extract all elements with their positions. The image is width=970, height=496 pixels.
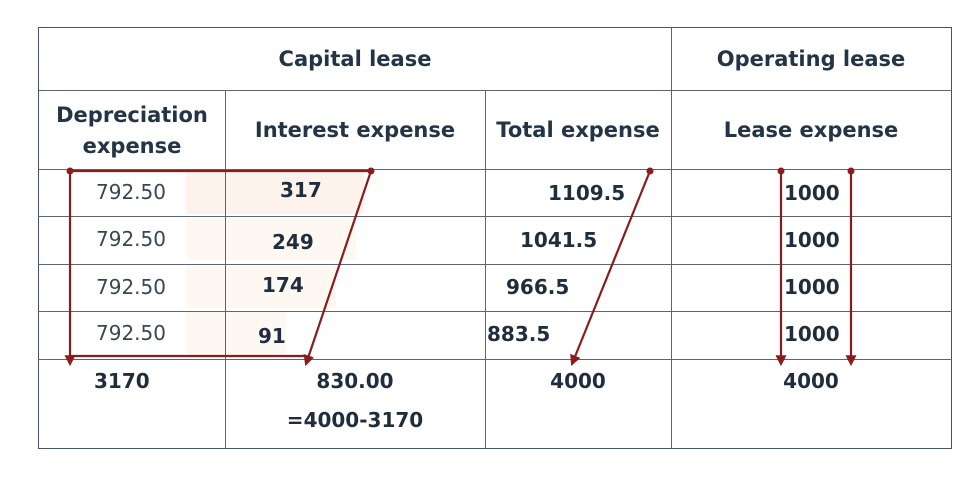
total-sum-arrow xyxy=(570,170,652,367)
row-divider xyxy=(38,264,952,265)
lease-expense-total: 4000 xyxy=(783,369,839,393)
depreciation-cell: 792.50 xyxy=(96,227,166,251)
cell-highlight xyxy=(186,312,286,356)
row-divider xyxy=(38,90,952,91)
depreciation-header-line1: Depreciation xyxy=(56,103,208,127)
depreciation-cell: 792.50 xyxy=(96,180,166,204)
lease-header: Lease expense xyxy=(723,118,899,142)
total-cell: 1109.5 xyxy=(548,181,626,205)
interest-total: 830.00 xyxy=(316,369,394,393)
row-divider xyxy=(38,216,952,217)
interest-cell: 317 xyxy=(280,178,322,202)
interest-sum-arrow xyxy=(303,170,373,367)
lease-cell: 1000 xyxy=(784,322,840,346)
cell-highlight xyxy=(186,172,364,214)
lease-cell: 1000 xyxy=(784,181,840,205)
cell-highlight xyxy=(186,218,356,260)
column-divider xyxy=(485,90,486,449)
column-divider xyxy=(671,27,672,449)
depreciation-total: 3170 xyxy=(94,369,150,393)
depreciation-cell: 792.50 xyxy=(96,275,166,299)
table-border xyxy=(38,27,952,449)
interest-cell: 91 xyxy=(258,324,286,348)
total-cell: 1041.5 xyxy=(520,228,598,252)
lease-cell: 1000 xyxy=(784,228,840,252)
column-divider xyxy=(225,90,226,449)
depreciation-header-line2: expense xyxy=(82,134,182,158)
row-divider xyxy=(38,169,952,170)
total-cell: 966.5 xyxy=(506,275,570,299)
lease-cell: 1000 xyxy=(784,275,840,299)
depreciation-cell: 792.50 xyxy=(96,321,166,345)
interest-cell: 174 xyxy=(262,273,304,297)
interest-total-note: =4000-3170 xyxy=(286,408,424,432)
row-divider xyxy=(38,311,952,312)
row-divider xyxy=(38,359,952,360)
capital-lease-header: Capital lease xyxy=(278,47,432,71)
total-cell: 883.5 xyxy=(487,322,551,346)
operating-lease-header: Operating lease xyxy=(716,47,906,71)
total-header: Total expense xyxy=(496,118,660,142)
interest-cell: 249 xyxy=(272,230,314,254)
cell-highlight xyxy=(186,266,336,308)
interest-header: Interest expense xyxy=(254,118,456,142)
total-expense-total: 4000 xyxy=(550,369,606,393)
